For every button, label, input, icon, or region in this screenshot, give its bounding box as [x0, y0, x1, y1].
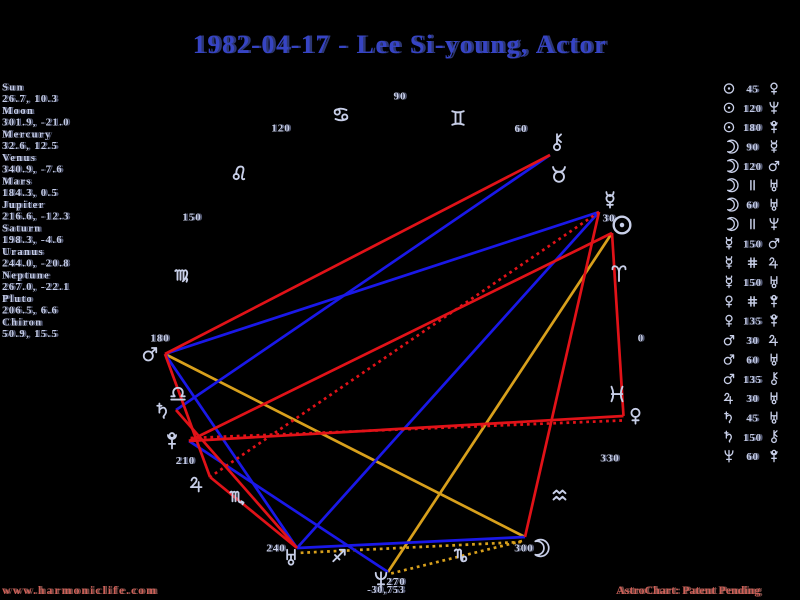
- svg-text:198.3, -4.6: 198.3, -4.6: [2, 234, 63, 246]
- svg-text:45: 45: [746, 84, 759, 96]
- svg-text:244.0, -20.8: 244.0, -20.8: [2, 258, 70, 270]
- svg-text:60: 60: [746, 200, 759, 212]
- svg-text:150: 150: [182, 211, 202, 223]
- svg-text:-30,753: -30,753: [367, 585, 405, 596]
- svg-text:301.9, -21.0: 301.9, -21.0: [2, 117, 70, 129]
- svg-text:30: 30: [746, 393, 759, 405]
- svg-text:267.0, -22.1: 267.0, -22.1: [2, 281, 70, 293]
- svg-text:180: 180: [743, 122, 762, 134]
- svg-text:30: 30: [746, 335, 759, 347]
- svg-text:www.harmoniclife.com: www.harmoniclife.com: [2, 583, 158, 597]
- svg-text:Uranus: Uranus: [2, 246, 44, 258]
- svg-text:120: 120: [271, 123, 291, 135]
- svg-text:Venus: Venus: [2, 152, 36, 164]
- svg-text:30: 30: [603, 213, 616, 225]
- svg-text:150: 150: [743, 277, 762, 289]
- svg-text:120: 120: [743, 161, 762, 173]
- svg-text:60: 60: [515, 123, 528, 135]
- svg-text:1982-04-17 - Lee Si-young, Act: 1982-04-17 - Lee Si-young, Actor: [193, 30, 607, 59]
- svg-text:Mars: Mars: [2, 175, 32, 187]
- svg-text:135: 135: [743, 316, 762, 328]
- svg-text:135: 135: [743, 374, 762, 386]
- svg-text:AstroChart: Patent Pending: AstroChart: Patent Pending: [616, 583, 760, 597]
- svg-text:330: 330: [600, 453, 620, 465]
- svg-text:32.6, 12.5: 32.6, 12.5: [2, 140, 58, 152]
- svg-text:90: 90: [746, 142, 759, 154]
- svg-text:Neptune: Neptune: [2, 269, 50, 281]
- svg-text:0: 0: [638, 333, 645, 345]
- svg-text:26.7, 10.3: 26.7, 10.3: [2, 93, 58, 105]
- svg-text:150: 150: [743, 238, 762, 250]
- svg-text:Jupiter: Jupiter: [2, 199, 45, 211]
- svg-text:340.9, -7.6: 340.9, -7.6: [2, 164, 63, 176]
- svg-text:240: 240: [266, 543, 286, 555]
- svg-text:60: 60: [746, 451, 759, 463]
- svg-text:300: 300: [514, 543, 534, 555]
- svg-text:270: 270: [386, 576, 406, 588]
- svg-text:Sun: Sun: [2, 81, 24, 93]
- svg-text:216.6, -12.3: 216.6, -12.3: [2, 211, 70, 223]
- svg-text:Moon: Moon: [2, 105, 34, 117]
- svg-text:50.9, 15.5: 50.9, 15.5: [2, 328, 58, 340]
- svg-text:180: 180: [150, 333, 170, 345]
- svg-text:210: 210: [176, 455, 196, 467]
- svg-text:60: 60: [746, 354, 759, 366]
- svg-text:Pluto: Pluto: [2, 293, 33, 305]
- svg-text:90: 90: [394, 91, 407, 103]
- svg-text:120: 120: [743, 103, 762, 115]
- svg-text:206.5, 6.6: 206.5, 6.6: [2, 305, 58, 317]
- svg-text:Saturn: Saturn: [2, 222, 42, 234]
- svg-text:Chiron: Chiron: [2, 316, 43, 328]
- svg-text:45: 45: [746, 413, 759, 425]
- svg-text:184.3, 0.5: 184.3, 0.5: [2, 187, 58, 199]
- svg-text:Mercury: Mercury: [2, 128, 52, 140]
- svg-text:150: 150: [743, 432, 762, 444]
